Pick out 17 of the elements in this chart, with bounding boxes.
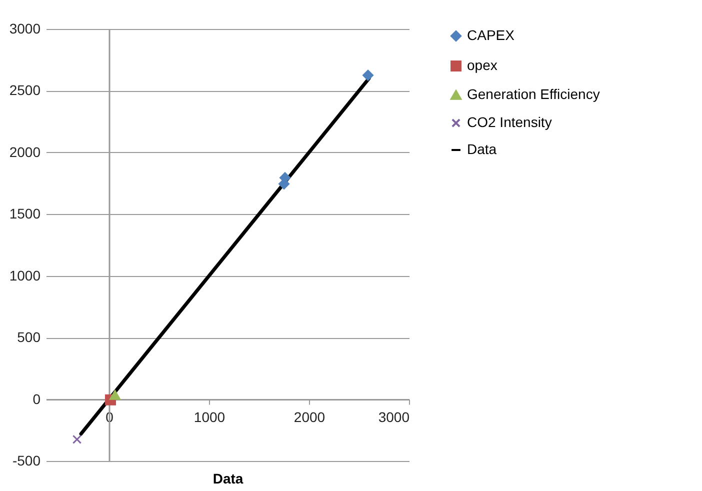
- y-tick-label: 2500: [9, 82, 41, 98]
- legend-label: opex: [467, 57, 498, 73]
- y-tick-label: -500: [12, 452, 41, 468]
- x-tick-label: 1000: [194, 408, 226, 425]
- y-tick-label: 1500: [9, 206, 41, 222]
- y-tick-label: 2000: [9, 144, 41, 160]
- x-tick-label: 2000: [294, 408, 326, 425]
- y-tick-label: 0: [32, 390, 41, 407]
- y-tick-label: 3000: [9, 20, 41, 36]
- y-tick-label: 1000: [9, 267, 41, 284]
- legend-label: Data: [467, 141, 497, 157]
- x-axis-title: Data: [212, 470, 244, 486]
- x-tick-label: 3000: [378, 408, 410, 425]
- legend-label: CAPEX: [467, 27, 516, 43]
- y-tick-label: 500: [17, 329, 41, 346]
- legend-label: CO2 Intensity: [467, 114, 552, 130]
- legend-label: Generation Efficiency: [467, 86, 600, 102]
